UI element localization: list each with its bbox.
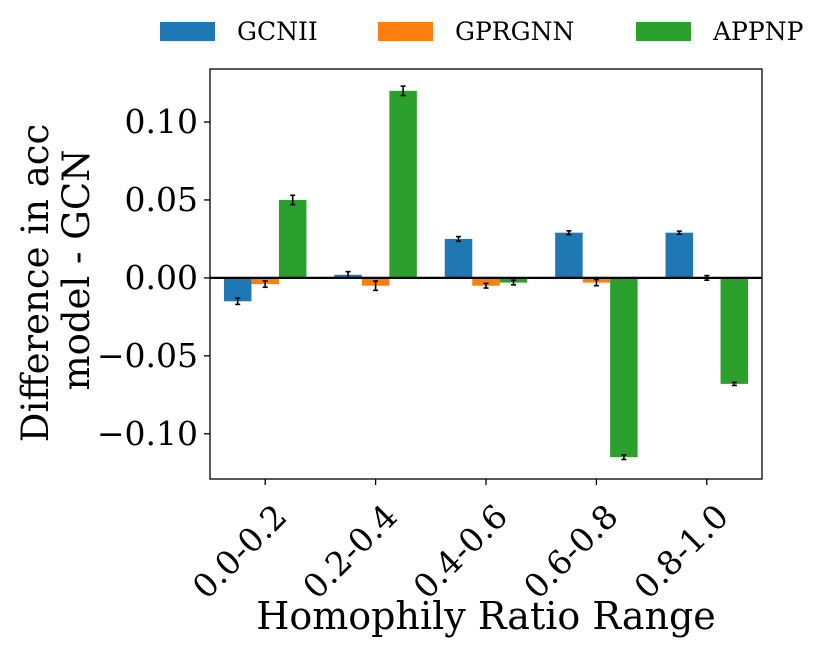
error-bar-gcnii-0.8-1.0 bbox=[676, 230, 682, 236]
error-bar-appnp-0.2-0.4 bbox=[400, 85, 406, 97]
error-bar-gprgnn-0.6-0.8 bbox=[593, 278, 599, 287]
error-bar-gprgnn-0.0-0.2 bbox=[262, 280, 268, 289]
bar-appnp-0.8-1.0 bbox=[720, 277, 749, 384]
legend-label-gprgnn: GPRGNN bbox=[455, 17, 575, 46]
error-bar-gprgnn-0.2-0.4 bbox=[373, 280, 379, 292]
bar-gcnii-0.8-1.0 bbox=[665, 232, 694, 278]
legend-swatch-gprgnn bbox=[378, 22, 433, 41]
x-tick-label: 0.6-0.8 bbox=[516, 497, 626, 607]
bar-gcnii-0.0-0.2 bbox=[223, 277, 252, 302]
y-tick-label: 0.00 bbox=[125, 258, 198, 297]
error-bar-gcnii-0.4-0.6 bbox=[456, 235, 461, 243]
x-tick-label: 0.2-0.4 bbox=[295, 497, 405, 607]
x-axis-label: Homophily Ratio Range bbox=[256, 594, 716, 638]
legend-label-gcnii: GCNII bbox=[237, 17, 318, 46]
y-axis-label-line1: Difference in acc bbox=[14, 124, 57, 442]
legend-swatch-appnp bbox=[636, 22, 691, 41]
x-tick-label: 0.0-0.2 bbox=[185, 497, 295, 607]
y-tick-label: 0.05 bbox=[125, 180, 198, 219]
error-bar-gprgnn-0.4-0.6 bbox=[483, 282, 489, 289]
y-tick-label: 0.10 bbox=[125, 102, 198, 141]
x-tick-label: 0.4-0.6 bbox=[406, 497, 516, 607]
bar-gcnii-0.4-0.6 bbox=[444, 238, 473, 278]
bar-appnp-0.2-0.4 bbox=[389, 90, 417, 278]
legend-gcnii: GCNII bbox=[160, 17, 318, 46]
error-bar-appnp-0.8-1.0 bbox=[731, 381, 737, 387]
plot-frame bbox=[209, 68, 763, 480]
legend-gprgnn: GPRGNN bbox=[378, 17, 574, 46]
error-bar-gcnii-0.0-0.2 bbox=[235, 297, 241, 306]
error-bar-appnp-0.6-0.8 bbox=[621, 454, 627, 461]
error-bar-appnp-0.4-0.6 bbox=[511, 279, 516, 286]
bar-appnp-0.6-0.8 bbox=[610, 277, 638, 458]
x-tick-label: 0.8-1.0 bbox=[626, 497, 736, 607]
bar-gcnii-0.6-0.8 bbox=[555, 232, 583, 278]
error-bar-appnp-0.0-0.2 bbox=[290, 194, 296, 206]
legend-appnp: APPNP bbox=[636, 17, 803, 46]
legend-label-appnp: APPNP bbox=[713, 17, 804, 46]
y-tick-label: −0.10 bbox=[97, 414, 198, 453]
legend-swatch-gcnii bbox=[160, 22, 215, 41]
y-axis-label-line2: model - GCN bbox=[55, 149, 98, 390]
error-bar-gcnii-0.6-0.8 bbox=[566, 230, 572, 236]
chart-marks bbox=[223, 85, 749, 461]
bar-appnp-0.0-0.2 bbox=[278, 199, 307, 278]
y-tick-label: −0.05 bbox=[97, 336, 198, 375]
bar-gprgnn-0.4-0.6 bbox=[472, 277, 500, 286]
